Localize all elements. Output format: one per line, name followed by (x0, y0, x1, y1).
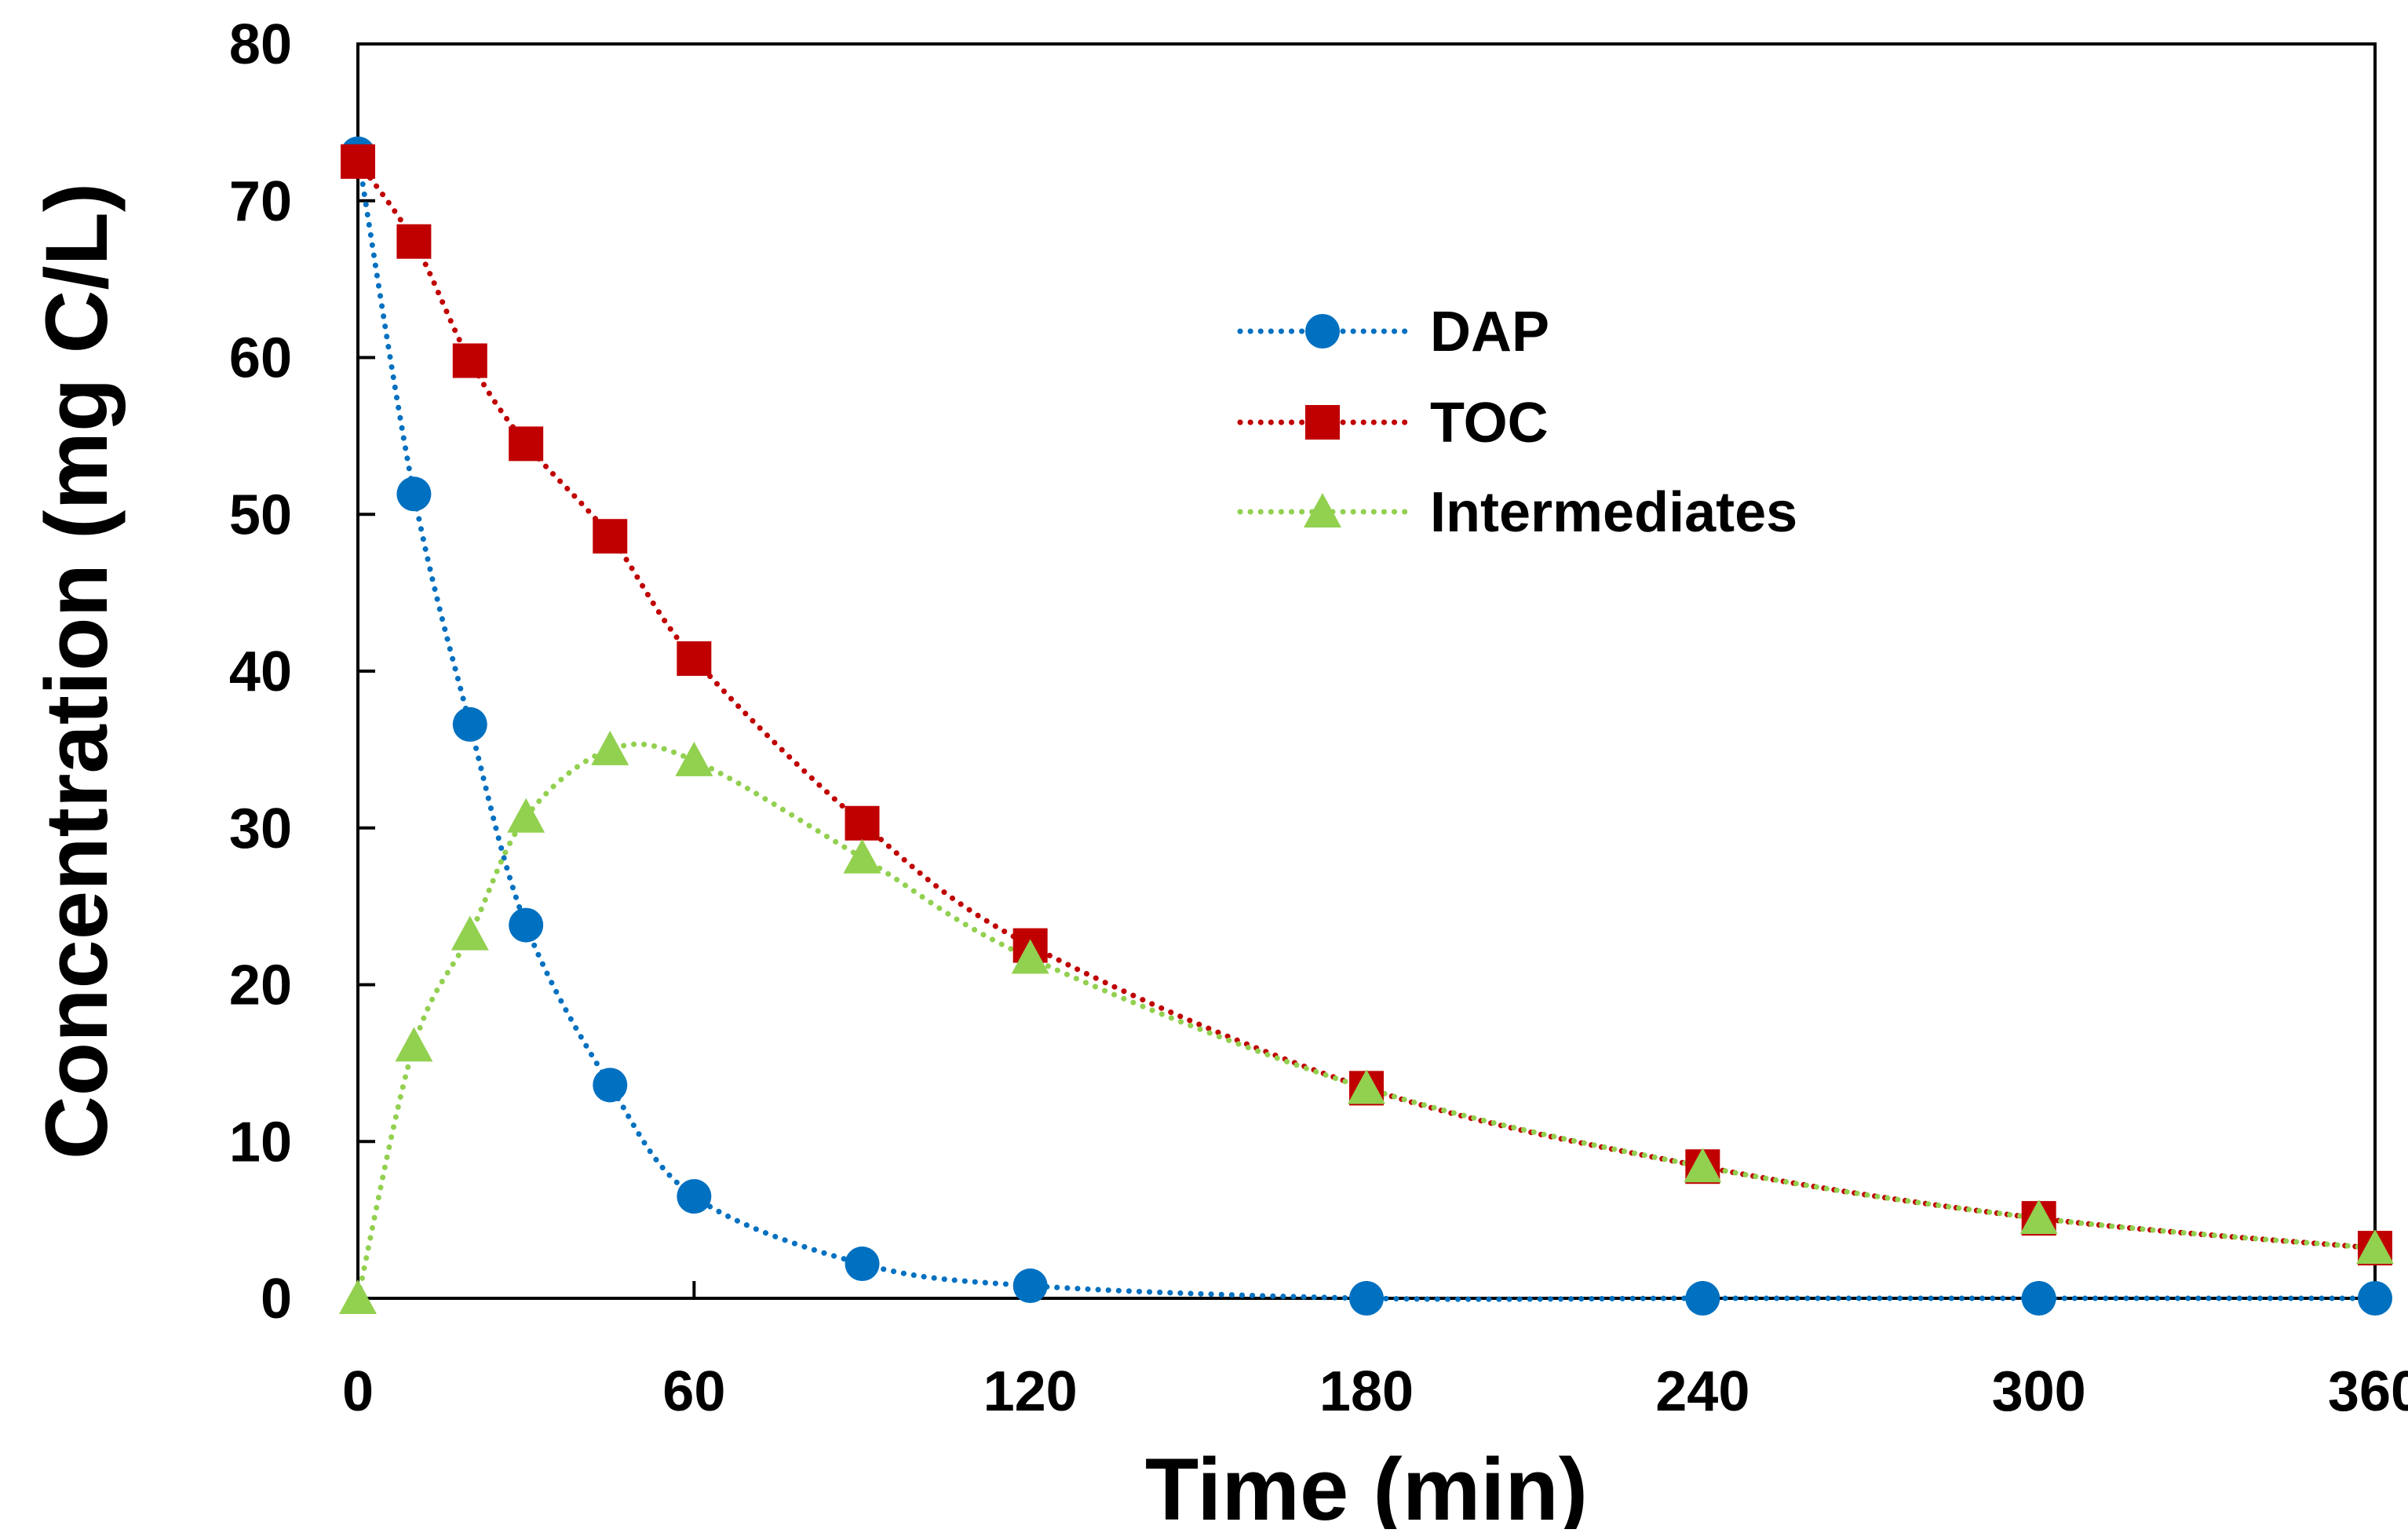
y-tick-label: 50 (229, 484, 292, 546)
toc-legend-label: TOC (1430, 392, 1549, 454)
x-tick-label: 0 (342, 1360, 374, 1423)
y-tick-label: 60 (229, 327, 292, 390)
dap-data-point (845, 1246, 880, 1282)
toc-data-point (845, 805, 880, 841)
intermediates-data-point (1684, 1148, 1722, 1183)
dap-data-point (677, 1179, 712, 1214)
y-axis-ticks: 0 10 20 30 40 50 60 70 80 (229, 13, 375, 1330)
dap-data-point (1349, 1281, 1384, 1316)
dap-legend-label: DAP (1430, 301, 1549, 363)
intermediates-data-point (675, 741, 713, 776)
y-tick-label: 70 (229, 170, 292, 233)
x-tick-label: 240 (1655, 1360, 1749, 1423)
y-tick-label: 10 (229, 1111, 292, 1173)
intermediates-data-point (451, 915, 489, 951)
intermediates-data-point (339, 1279, 377, 1314)
toc-data-point (452, 343, 487, 378)
dap-data-point (1012, 1268, 1048, 1304)
toc-legend-marker (1305, 405, 1340, 440)
x-tick-label: 300 (1992, 1360, 2086, 1423)
y-tick-label: 0 (261, 1268, 292, 1330)
y-tick-label: 20 (229, 954, 292, 1017)
toc-data-point (677, 641, 712, 677)
x-tick-label: 60 (662, 1360, 725, 1423)
dap-data-point (452, 706, 487, 742)
intermediates-data-point (1011, 939, 1049, 974)
dap-data-point (1685, 1281, 1720, 1316)
dap-data-point (396, 476, 432, 512)
intermediates-data-point (395, 1027, 433, 1062)
dap-data-point (2021, 1281, 2056, 1316)
x-tick-label: 360 (2328, 1360, 2408, 1423)
intermediates-data-point (507, 798, 545, 833)
intermediates-data-point (843, 838, 881, 874)
toc-data-point (341, 144, 375, 179)
series-layer (339, 136, 2394, 1316)
dap-data-point (2358, 1281, 2392, 1316)
x-axis-ticks: 0 60 120 180 240 300 360 (342, 1281, 2408, 1423)
dap-legend-marker (1305, 314, 1340, 349)
x-tick-label: 120 (983, 1360, 1078, 1423)
intermediates-legend-label: Intermediates (1430, 481, 1797, 544)
y-tick-label: 80 (229, 13, 292, 76)
toc-series-line (355, 159, 2378, 1251)
y-tick-label: 30 (229, 798, 292, 860)
intermediates-data-point (1348, 1069, 1385, 1104)
dap-data-point (593, 1068, 628, 1103)
intermediates-data-point (591, 730, 629, 765)
toc-data-point (593, 519, 628, 554)
y-tick-label: 40 (229, 641, 292, 703)
intermediates-data-point (2019, 1199, 2058, 1235)
plot-area (356, 42, 2377, 1300)
toc-data-point (509, 426, 544, 462)
x-axis-title: Time (min) (1145, 1440, 1588, 1529)
intermediates-legend-marker (1304, 493, 1341, 527)
dap-data-point (509, 907, 544, 943)
toc-data-point (396, 224, 432, 259)
x-tick-label: 180 (1319, 1360, 1414, 1423)
legend: DAP TOC Intermediates (1237, 301, 1797, 544)
intermediates-data-point (2356, 1229, 2394, 1265)
y-axis-title: Concentration (mg C/L) (27, 183, 126, 1159)
